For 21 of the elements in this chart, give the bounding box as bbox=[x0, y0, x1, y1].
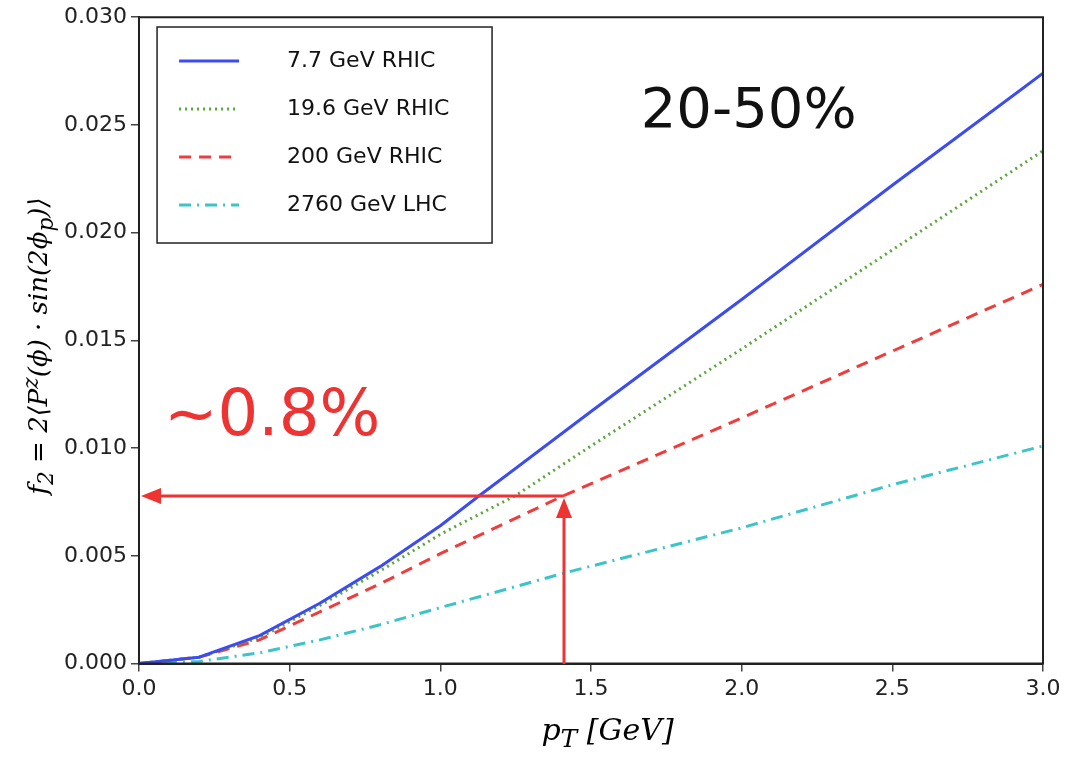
y-tick-label: 0.015 bbox=[64, 326, 127, 352]
x-axis-title: p$_{T}$ [GeV] bbox=[540, 712, 675, 753]
x-tick-label: 0.5 bbox=[272, 674, 308, 700]
x-tick-label: 2.0 bbox=[724, 674, 760, 700]
annotation: 20-50% bbox=[640, 74, 857, 140]
y-tick-label: 0.025 bbox=[64, 110, 127, 136]
x-tick-label: 3.0 bbox=[1025, 674, 1061, 700]
y-tick-label: 0.005 bbox=[64, 541, 127, 567]
y-tick-label: 0.000 bbox=[64, 649, 127, 675]
annotation: ~0.8% bbox=[163, 376, 381, 451]
legend-label: 7.7 GeV RHIC bbox=[287, 46, 436, 72]
x-tick-label: 0.0 bbox=[121, 674, 157, 700]
legend-label: 2760 GeV LHC bbox=[287, 190, 447, 216]
x-tick-label: 1.0 bbox=[422, 674, 458, 700]
y-tick-label: 0.010 bbox=[64, 433, 127, 459]
x-tick-label: 1.5 bbox=[573, 674, 609, 700]
legend-label: 19.6 GeV RHIC bbox=[287, 94, 450, 120]
y-tick-label: 0.030 bbox=[64, 2, 127, 28]
x-tick-label: 2.5 bbox=[874, 674, 910, 700]
y-tick-label: 0.020 bbox=[64, 218, 127, 244]
legend-label: 200 GeV RHIC bbox=[287, 142, 443, 168]
